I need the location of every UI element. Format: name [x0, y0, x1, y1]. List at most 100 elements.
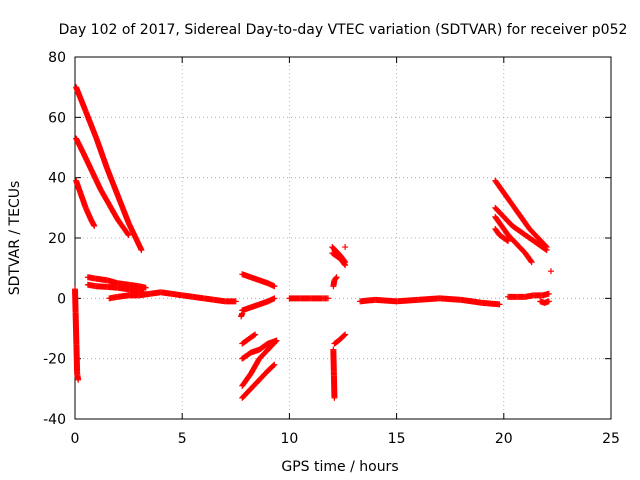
series-arc-4: [72, 286, 82, 383]
data-point-marker: [331, 394, 338, 401]
data-arc-markers: [81, 151, 95, 174]
data-point-marker: [333, 274, 340, 281]
data-arc-markers: [93, 136, 110, 171]
data-point-marker: [505, 238, 512, 245]
data-point-marker: [271, 361, 278, 368]
data-arc-markers: [510, 202, 524, 219]
data-arc-markers: [542, 298, 551, 306]
data-arc-markers: [73, 178, 83, 195]
data-arc-markers: [115, 193, 132, 225]
data-arc-markers: [73, 85, 89, 114]
data-arc-markers: [338, 257, 348, 268]
series-arc-17: [329, 250, 349, 269]
data-arc-markers: [240, 350, 253, 361]
data-arc-markers: [527, 235, 541, 247]
data-arc-markers: [330, 244, 339, 254]
series-arc-28: [537, 298, 552, 306]
data-arc-markers: [240, 386, 253, 400]
series-arc-19: [330, 346, 338, 401]
y-tick-labels: -40 -20 0 20 40 60 80: [43, 50, 66, 428]
data-arc-markers: [115, 217, 131, 237]
series-arc-12: [239, 331, 259, 347]
y-tick-label: 60: [48, 110, 66, 126]
data-point-marker: [75, 376, 82, 383]
data-point-marker: [342, 331, 349, 338]
data-arc-markers: [248, 356, 262, 376]
data-arc-markers: [257, 341, 271, 352]
x-tick-label: 20: [495, 431, 513, 447]
data-point-marker: [528, 259, 535, 266]
series-arc-29: [547, 268, 554, 275]
data-arc-markers: [492, 214, 502, 225]
data-arc-markers: [437, 295, 463, 303]
y-tick-label: -20: [43, 352, 66, 368]
data-arc-markers: [239, 371, 254, 388]
data-points: [72, 84, 554, 401]
data-arc-markers: [358, 296, 378, 305]
series-arc-15: [286, 295, 331, 302]
series-arc-10: [238, 310, 246, 320]
x-tick-labels: 0 5 10 15 20 25: [71, 431, 620, 447]
data-arc-markers: [83, 109, 99, 141]
data-arc-markers: [334, 253, 343, 262]
series-arc-18: [331, 331, 349, 347]
data-arc-markers: [501, 190, 515, 207]
series-arc-5: [84, 274, 149, 291]
data-arc-markers: [330, 347, 338, 400]
data-arc-markers: [527, 226, 541, 241]
series-arc-24: [492, 204, 550, 254]
chart-title: Day 102 of 2017, Sidereal Day-to-day VTE…: [59, 22, 628, 38]
data-arc-markers: [126, 221, 144, 252]
data-point-marker: [271, 283, 278, 290]
data-arc-markers: [104, 166, 121, 198]
data-arc-markers: [514, 241, 528, 256]
x-tick-label: 0: [71, 431, 80, 447]
data-arc-markers: [238, 311, 245, 319]
data-arc-markers: [501, 226, 511, 237]
data-point-marker: [545, 290, 552, 297]
data-point-marker: [545, 298, 552, 305]
data-arc-markers: [257, 368, 271, 382]
data-arc-markers: [538, 298, 547, 306]
data-point-marker: [232, 298, 239, 305]
data-arc-markers: [240, 338, 249, 346]
y-axis-label: SDTVAR / TECUs: [7, 181, 23, 296]
data-arc-markers: [336, 332, 348, 343]
series-arc-1: [73, 84, 145, 254]
data-arc-markers: [518, 229, 532, 241]
series-arc-21: [342, 244, 349, 251]
data-point-marker: [342, 244, 349, 251]
data-point-marker: [138, 247, 145, 254]
series-arc-22: [357, 295, 503, 308]
data-arc-markers: [492, 226, 502, 237]
data-arc-markers: [522, 251, 534, 265]
data-arc-markers: [244, 335, 253, 343]
series-arc-23: [492, 177, 550, 251]
data-arc-markers: [248, 377, 262, 391]
data-point-marker: [252, 331, 259, 338]
x-tick-label: 10: [280, 431, 298, 447]
data-arc-markers: [510, 223, 523, 235]
data-arc-markers: [536, 241, 549, 253]
series-arc-2: [73, 135, 132, 238]
series-arc-9: [239, 295, 278, 314]
series-arc-26: [492, 225, 512, 245]
data-arc-markers: [492, 178, 507, 195]
data-point-marker: [324, 295, 331, 302]
x-axis-label: GPS time / hours: [281, 459, 398, 475]
y-tick-label: 40: [48, 171, 66, 187]
x-tick-label: 15: [388, 431, 406, 447]
data-arc-markers: [106, 202, 121, 222]
data-arc-markers: [265, 362, 277, 373]
data-arc-markers: [518, 214, 532, 231]
data-point-marker: [342, 262, 349, 269]
data-point-marker: [239, 310, 246, 317]
y-tick-label: 20: [48, 231, 66, 247]
data-arc-markers: [330, 250, 339, 259]
data-arc-markers: [493, 205, 506, 219]
series-arc-25: [492, 213, 535, 266]
data-arc-markers: [497, 220, 507, 231]
series-arc-14: [239, 361, 278, 401]
y-tick-label: -40: [43, 412, 66, 428]
